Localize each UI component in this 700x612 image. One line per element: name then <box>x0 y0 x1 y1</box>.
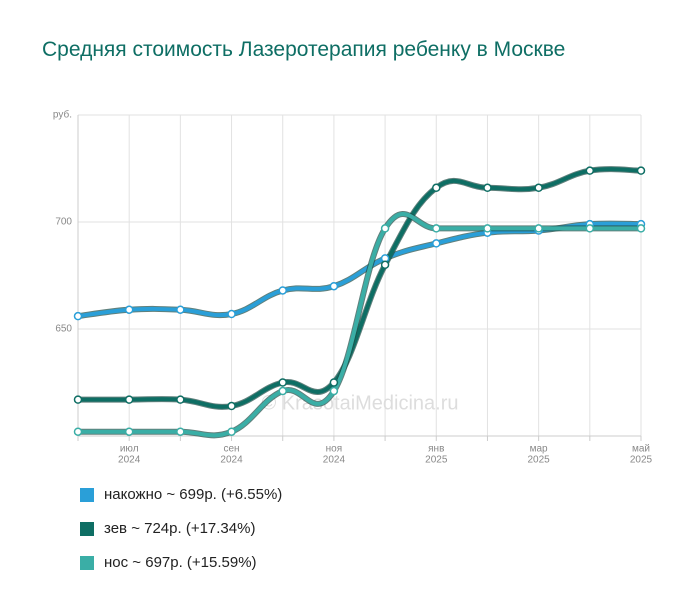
x-tick-label: янв <box>428 444 444 455</box>
point <box>73 395 83 404</box>
watermark: © KrasotaiMedicina.ru <box>261 392 458 414</box>
point <box>432 224 441 233</box>
point <box>329 378 339 387</box>
x-tick-label: июл <box>120 444 139 455</box>
x-tick-label: 2024 <box>323 455 346 466</box>
point <box>278 386 287 396</box>
point <box>278 286 287 295</box>
legend-swatch <box>80 488 94 502</box>
y-tick-label: 650 <box>55 324 72 335</box>
point <box>585 166 595 175</box>
legend-swatch <box>80 556 94 570</box>
point <box>534 224 543 233</box>
chart-title: Средняя стоимость Лазеротерапия ребенку … <box>42 38 566 61</box>
point <box>380 224 390 233</box>
point <box>483 183 492 193</box>
legend-label: зев ~ 724р. (+17.34%) <box>104 520 255 537</box>
point <box>124 305 134 314</box>
y-tick-label: руб. <box>53 109 72 121</box>
line <box>77 167 642 409</box>
point <box>636 166 646 175</box>
point <box>124 395 134 404</box>
x-tick-label: ноя <box>326 444 343 455</box>
x-tick-label: сен <box>223 444 239 455</box>
legend-label: нос ~ 697р. (+15.59%) <box>104 554 257 571</box>
x-tick-label: 2025 <box>425 455 448 466</box>
point <box>636 224 646 233</box>
x-tick-label: 2024 <box>220 455 243 466</box>
y-tick-label: 700 <box>55 217 72 228</box>
point <box>329 281 339 291</box>
point <box>329 386 339 396</box>
line-outline <box>77 166 642 410</box>
point <box>73 427 83 436</box>
x-tick-label: 2025 <box>630 455 653 466</box>
legend-label: накожно ~ 699р. (+6.55%) <box>104 486 282 503</box>
point <box>534 183 543 193</box>
point <box>176 395 185 404</box>
point <box>227 427 236 436</box>
x-tick-label: мар <box>530 444 548 455</box>
point <box>380 260 390 270</box>
point <box>432 239 441 248</box>
point <box>432 183 441 193</box>
x-tick-label: 2025 <box>528 455 551 466</box>
point <box>585 224 595 233</box>
point <box>176 427 185 436</box>
point <box>227 401 236 411</box>
point <box>483 224 492 233</box>
point <box>124 427 134 436</box>
point <box>73 311 83 321</box>
x-tick-label: 2024 <box>118 455 141 466</box>
point <box>227 309 236 319</box>
legend-swatch <box>80 522 94 536</box>
point <box>278 378 287 387</box>
point <box>176 305 185 314</box>
x-tick-label: май <box>632 444 650 455</box>
